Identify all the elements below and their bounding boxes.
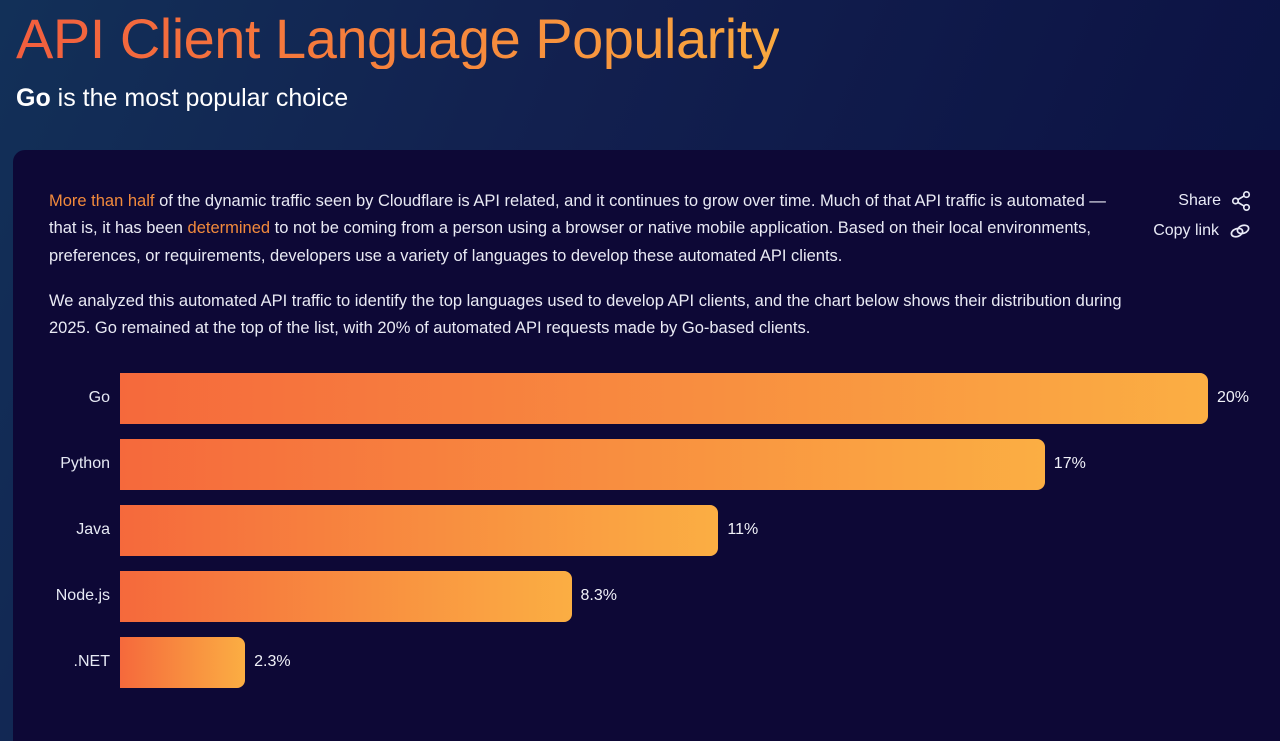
bar-track: 8.3%	[120, 570, 1208, 622]
bar[interactable]	[120, 636, 246, 688]
bar-track: 20%	[120, 372, 1249, 424]
chart-row: .NET 2.3%	[49, 636, 1252, 688]
intro-text-2: to not be coming from a person using a b…	[49, 219, 1091, 265]
share-nodes-icon	[1230, 190, 1252, 212]
page-subtitle: Go is the most popular choice	[16, 83, 1264, 114]
page-header: API Client Language Popularity Go is the…	[0, 0, 1280, 114]
chart-row: Node.js 8.3%	[49, 570, 1252, 622]
bar-chart: Go 20% Python 17% Java 11% Node.js 8.3% .NET 2.3%	[49, 372, 1252, 688]
card-top: More than half of the dynamic traffic se…	[49, 188, 1252, 342]
bar-track: 11%	[120, 504, 1208, 556]
chain-link-icon	[1228, 219, 1252, 243]
bar-category-label: .NET	[73, 653, 110, 671]
share-button-label: Share	[1178, 192, 1221, 210]
share-button[interactable]: Share	[1178, 190, 1252, 212]
bar[interactable]	[120, 372, 1208, 424]
determined-link[interactable]: determined	[187, 219, 271, 238]
bar-category-label: Java	[76, 521, 110, 539]
content-card: More than half of the dynamic traffic se…	[13, 150, 1280, 741]
chart-row: Python 17%	[49, 438, 1252, 490]
bar-value-label: 11%	[727, 521, 759, 539]
bar-track: 2.3%	[120, 636, 1208, 688]
intro-paragraph: More than half of the dynamic traffic se…	[49, 188, 1125, 270]
bar-category-label: Node.js	[55, 587, 110, 605]
intro-text-1: of the dynamic traffic seen by Cloudflar…	[49, 192, 1106, 238]
bar-value-label: 8.3%	[580, 587, 617, 605]
bar-track: 17%	[120, 438, 1208, 490]
bar[interactable]	[120, 504, 719, 556]
bar[interactable]	[120, 570, 572, 622]
card-actions: Share Copy link	[1153, 188, 1252, 342]
bar[interactable]	[120, 438, 1045, 490]
chart-row: Java 11%	[49, 504, 1252, 556]
bar-value-label: 2.3%	[254, 653, 291, 671]
more-than-half-link[interactable]: More than half	[49, 192, 155, 211]
subtitle-text: is the most popular choice	[50, 83, 349, 112]
bar-category-label: Python	[60, 455, 110, 473]
page-title: API Client Language Popularity	[16, 7, 780, 70]
bar-category-label: Go	[88, 389, 110, 407]
copy-link-button-label: Copy link	[1153, 222, 1219, 240]
analysis-paragraph: We analyzed this automated API traffic t…	[49, 291, 1122, 338]
description-text: More than half of the dynamic traffic se…	[49, 188, 1125, 342]
bar-value-label: 17%	[1053, 455, 1086, 473]
chart-row: Go 20%	[49, 372, 1252, 424]
subtitle-highlight: Go	[16, 83, 51, 112]
bar-value-label: 20%	[1217, 389, 1250, 407]
copy-link-button[interactable]: Copy link	[1153, 219, 1252, 243]
